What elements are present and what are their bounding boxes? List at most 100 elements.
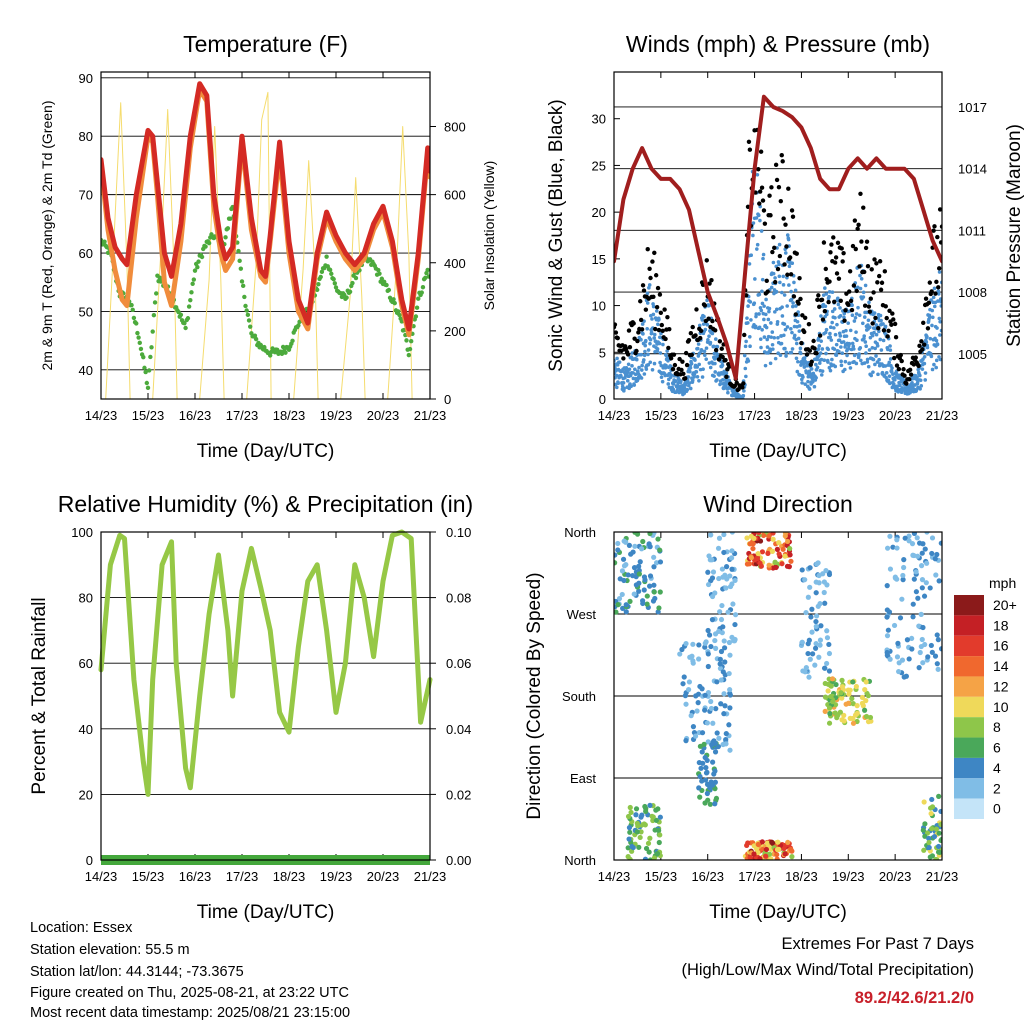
wind-point	[872, 311, 877, 315]
direction-point	[750, 541, 756, 547]
gust-point	[878, 287, 884, 292]
wind-point	[826, 347, 831, 352]
wind-point	[748, 300, 753, 304]
direction-point	[929, 535, 936, 541]
direction-point	[817, 601, 823, 607]
dewpoint-point	[423, 275, 428, 281]
direction-point	[934, 661, 940, 667]
gust-point	[850, 243, 856, 249]
wind-point	[645, 291, 650, 296]
gust-point	[870, 321, 875, 326]
wind-point	[626, 362, 631, 367]
x-tick-label: 15/23	[645, 869, 678, 884]
direction-point	[911, 552, 917, 559]
gust-point	[862, 303, 868, 308]
direction-point	[619, 568, 626, 574]
direction-point	[936, 578, 942, 584]
gust-point	[802, 329, 807, 335]
direction-point	[642, 577, 648, 583]
gust-point	[660, 328, 665, 334]
wind-point	[848, 328, 853, 333]
dewpoint-point	[397, 312, 402, 318]
wind-point	[621, 381, 626, 385]
dewpoint-point	[316, 282, 321, 287]
wind-point	[650, 317, 654, 321]
gust-point	[923, 296, 929, 301]
direction-point	[828, 693, 834, 700]
wind-point	[640, 363, 644, 368]
wind-point	[867, 300, 871, 305]
direction-point	[924, 560, 930, 566]
dewpoint-point	[238, 266, 244, 271]
direction-point	[655, 609, 661, 615]
gust-point	[785, 272, 790, 277]
wind-point	[789, 350, 794, 355]
direction-point	[718, 677, 724, 683]
direction-point	[911, 576, 917, 582]
direction-point	[650, 814, 656, 820]
direction-point	[826, 705, 833, 711]
direction-point	[935, 666, 941, 672]
wind-point	[785, 325, 790, 329]
direction-point	[631, 565, 638, 571]
direction-point	[717, 656, 723, 662]
gust-point	[734, 380, 739, 386]
wind-point	[794, 304, 798, 308]
wind-point	[705, 322, 710, 327]
gust-point	[935, 234, 940, 240]
wind-point	[863, 283, 868, 288]
y-tick-label: West	[567, 607, 597, 622]
direction-point	[896, 660, 902, 666]
wind-point	[650, 367, 655, 372]
gust-point	[898, 352, 903, 358]
wind-point	[918, 373, 922, 378]
wind-point	[744, 339, 748, 344]
direction-point	[900, 572, 906, 579]
wind-point	[898, 383, 902, 388]
gust-point	[652, 250, 657, 256]
wind-point	[703, 327, 708, 332]
gust-point	[863, 245, 869, 251]
direction-point	[627, 598, 633, 604]
colorbar-swatch	[954, 737, 984, 758]
wind-point	[692, 372, 697, 377]
wind-point	[626, 370, 630, 374]
panel-title: Temperature (F)	[183, 31, 348, 57]
wind-point	[876, 372, 880, 377]
direction-point	[916, 623, 922, 629]
wind-point	[697, 362, 701, 367]
direction-point	[647, 857, 654, 860]
y-tick-label: 20	[592, 205, 606, 220]
wind-point	[814, 375, 818, 380]
direction-point	[821, 589, 827, 596]
direction-point	[847, 715, 853, 721]
colorbar-swatch	[954, 676, 984, 697]
gust-point	[840, 259, 845, 264]
wind-point	[920, 367, 925, 371]
dewpoint-point	[199, 254, 205, 260]
direction-point	[901, 557, 907, 563]
x-tick-label: 16/23	[179, 869, 212, 884]
wind-point	[745, 316, 749, 320]
panel-3: Wind Direction Time (Day/UTC) Direction (C…	[524, 491, 958, 923]
plot-frame	[100, 71, 431, 400]
gust-point	[811, 338, 816, 344]
direction-point	[805, 650, 811, 657]
wind-point	[881, 338, 886, 343]
dewpoint-point	[327, 267, 333, 273]
direction-point	[920, 660, 926, 666]
colorbar-swatch	[954, 798, 984, 819]
dewpoint-point	[102, 239, 107, 244]
x-tick-label: 19/23	[832, 869, 865, 884]
plot-frame	[613, 71, 943, 400]
wind-point	[862, 315, 867, 319]
x-tick-label: 17/23	[226, 869, 259, 884]
wind-point	[839, 345, 843, 349]
wind-point	[824, 327, 829, 332]
direction-point	[921, 799, 927, 805]
gust-point	[650, 259, 655, 264]
x-tick-label: 14/23	[85, 869, 118, 884]
direction-point	[807, 656, 813, 662]
wind-point	[844, 334, 849, 338]
direction-point	[708, 705, 715, 712]
